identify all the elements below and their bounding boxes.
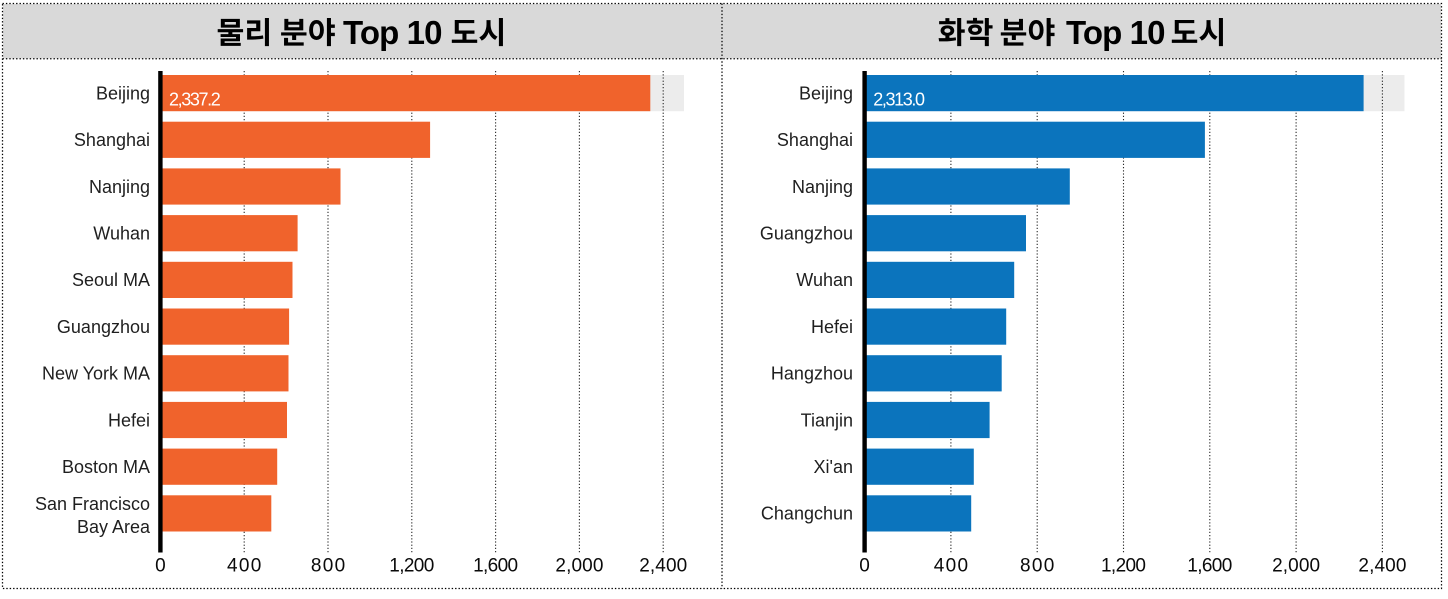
svg-text:Wuhan: Wuhan <box>796 270 853 290</box>
svg-text:2,400: 2,400 <box>1358 556 1406 577</box>
svg-text:800: 800 <box>1020 556 1054 577</box>
svg-text:0: 0 <box>859 556 870 577</box>
svg-text:Seoul MA: Seoul MA <box>72 270 150 290</box>
svg-text:Hefei: Hefei <box>108 410 150 430</box>
svg-text:Shanghai: Shanghai <box>777 130 853 150</box>
svg-text:1,200: 1,200 <box>389 556 434 577</box>
svg-text:Shanghai: Shanghai <box>74 130 150 150</box>
svg-text:Nanjing: Nanjing <box>792 177 853 197</box>
svg-text:Changchun: Changchun <box>761 504 853 524</box>
svg-text:Guangzhou: Guangzhou <box>760 224 853 244</box>
svg-text:2,337.2: 2,337.2 <box>169 89 221 109</box>
svg-text:1,600: 1,600 <box>1187 556 1232 577</box>
svg-text:Guangzhou: Guangzhou <box>57 317 150 337</box>
svg-text:Beijing: Beijing <box>799 83 853 103</box>
svg-text:2,400: 2,400 <box>639 556 687 577</box>
svg-text:Top 10: Top 10 <box>1066 14 1166 51</box>
svg-text:2,000: 2,000 <box>1272 556 1320 577</box>
svg-text:Nanjing: Nanjing <box>89 177 150 197</box>
svg-text:2,313.0: 2,313.0 <box>873 89 925 109</box>
svg-text:Top 10: Top 10 <box>343 14 443 51</box>
svg-text:1,200: 1,200 <box>1101 556 1146 577</box>
svg-text:Wuhan: Wuhan <box>93 224 150 244</box>
svg-text:800: 800 <box>311 556 345 577</box>
svg-text:Bay Area: Bay Area <box>77 517 151 537</box>
svg-text:Xi'an: Xi'an <box>814 457 853 477</box>
svg-text:Hangzhou: Hangzhou <box>771 364 853 384</box>
svg-text:400: 400 <box>227 556 261 577</box>
svg-text:Boston MA: Boston MA <box>62 457 150 477</box>
svg-text:Tianjin: Tianjin <box>801 410 853 430</box>
svg-text:New York MA: New York MA <box>42 364 150 384</box>
svg-text:0: 0 <box>155 556 166 577</box>
svg-text:Beijing: Beijing <box>96 83 150 103</box>
svg-text:1,600: 1,600 <box>473 556 518 577</box>
svg-text:San Francisco: San Francisco <box>35 494 150 514</box>
svg-text:Hefei: Hefei <box>811 317 853 337</box>
svg-text:400: 400 <box>934 556 968 577</box>
svg-text:2,000: 2,000 <box>555 556 603 577</box>
